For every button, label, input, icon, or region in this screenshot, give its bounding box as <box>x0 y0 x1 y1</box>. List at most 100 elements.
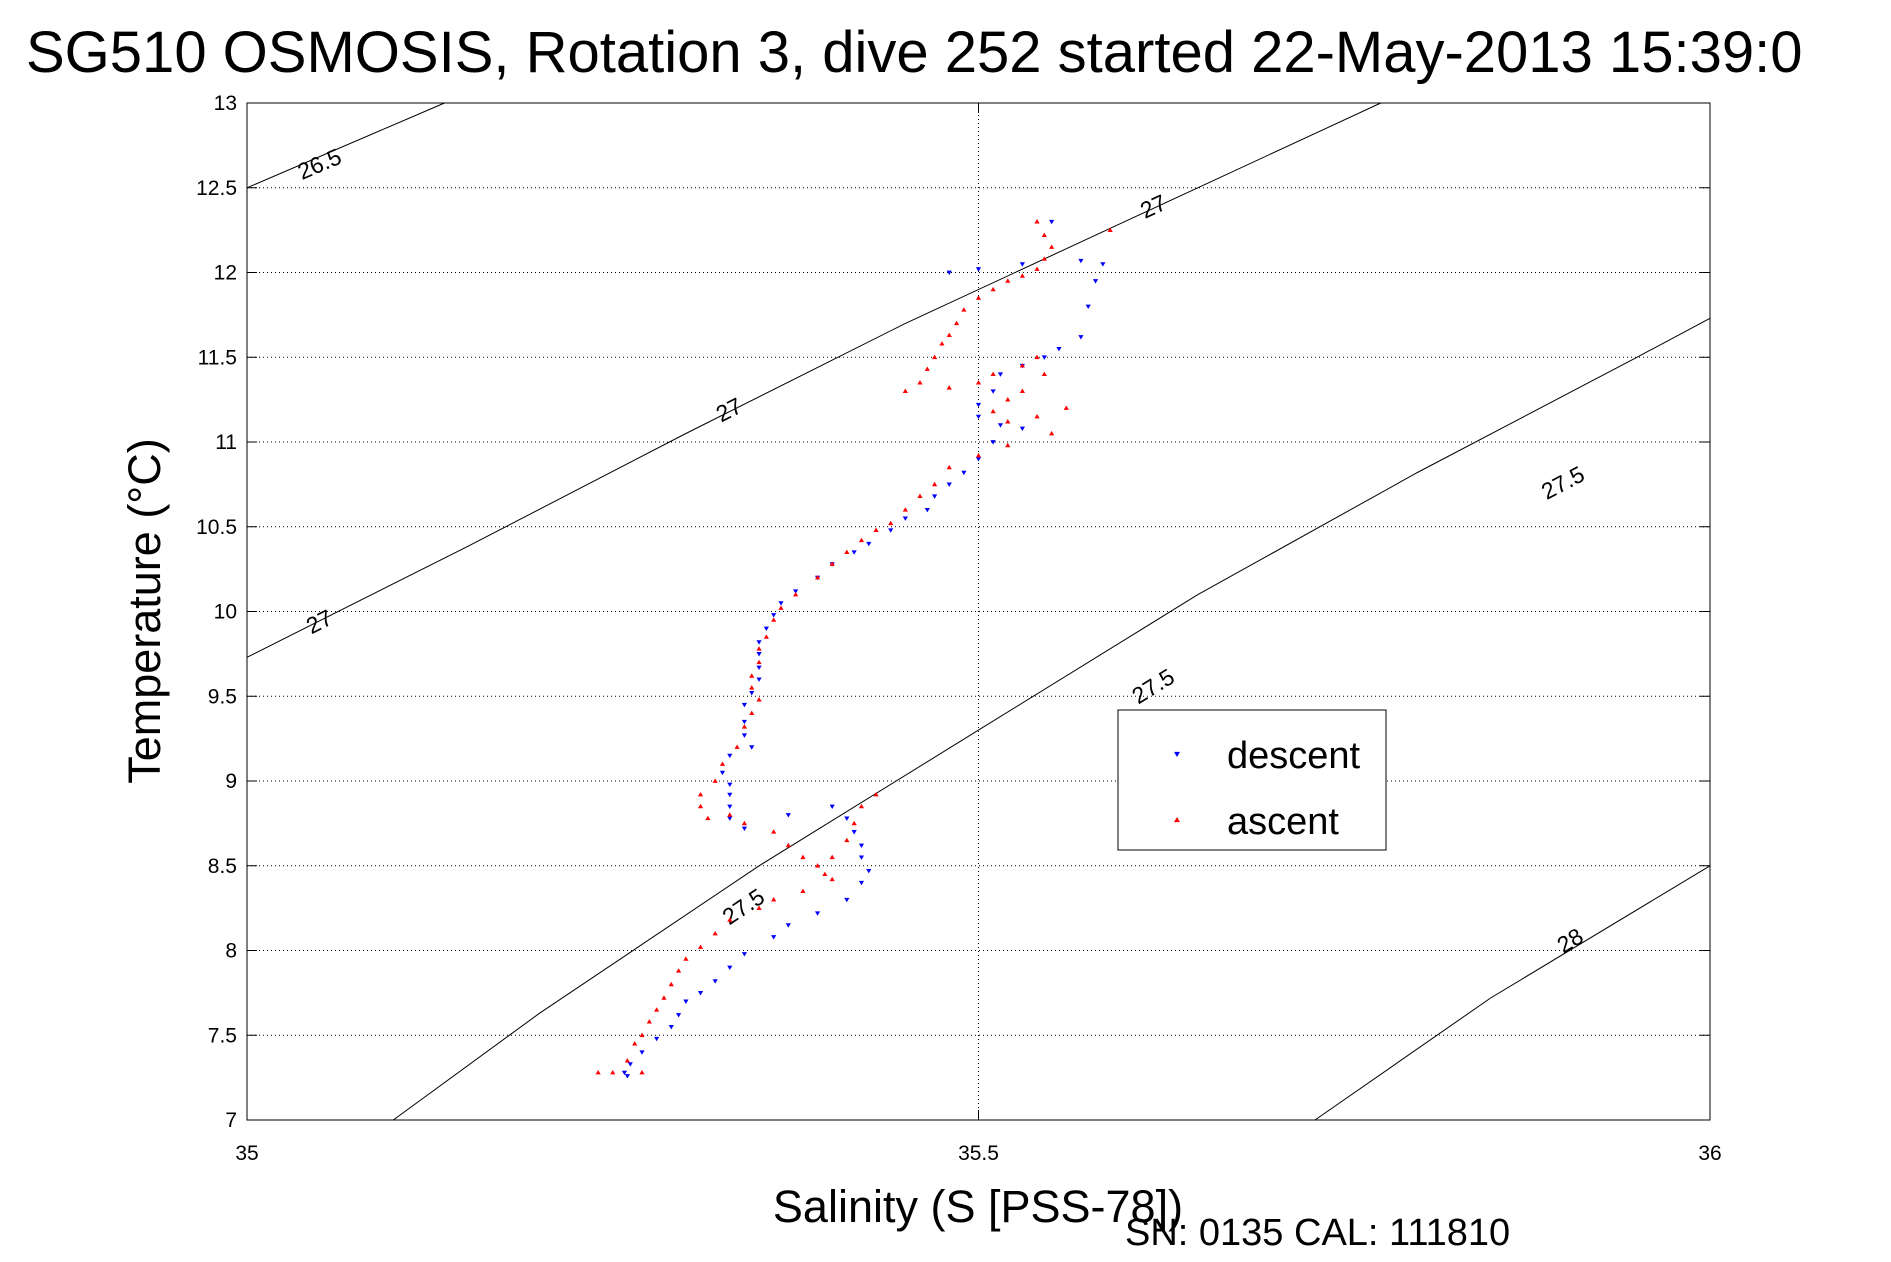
ascent-point <box>749 710 755 716</box>
descent-point <box>990 389 996 394</box>
descent-point <box>961 470 967 476</box>
ascent-point <box>675 968 682 973</box>
descent-series <box>621 219 1106 1079</box>
descent-point <box>858 855 865 860</box>
ascent-point <box>632 1041 638 1046</box>
descent-point <box>1078 335 1084 340</box>
ascent-point <box>814 863 821 868</box>
ascent-point <box>734 744 740 749</box>
descent-point <box>858 843 865 849</box>
ascent-series <box>595 219 1113 1075</box>
y-tick-label: 10.5 <box>196 516 237 539</box>
descent-point <box>763 626 769 632</box>
ascent-point <box>697 803 704 809</box>
grid-lines <box>247 103 1710 1120</box>
ascent-point <box>1005 419 1011 424</box>
ascent-point <box>1034 219 1040 224</box>
ascent-point <box>771 829 777 834</box>
ascent-point <box>1049 244 1055 249</box>
descent-point <box>924 507 930 513</box>
ascent-point <box>829 876 835 882</box>
ascent-point <box>990 408 996 414</box>
ascent-point <box>1005 397 1011 402</box>
x-tick-label: 35 <box>235 1142 258 1165</box>
ascent-point <box>917 493 923 499</box>
descent-point <box>1049 219 1055 225</box>
y-axis-label: Temperature (°C) <box>119 438 170 784</box>
descent-point <box>785 813 791 818</box>
ascent-point <box>873 791 879 797</box>
ascent-point <box>800 854 806 860</box>
descent-point <box>866 541 872 547</box>
descent-point <box>683 999 689 1004</box>
ascent-point <box>741 820 748 826</box>
ascent-point <box>793 591 799 597</box>
y-tick-label: 10 <box>214 601 237 624</box>
ascent-point <box>1034 266 1040 271</box>
descent-point <box>829 804 835 810</box>
ascent-point <box>1041 232 1047 238</box>
ascent-point <box>1107 227 1113 232</box>
y-tick-label: 7 <box>225 1109 237 1132</box>
descent-point <box>749 691 755 696</box>
ascent-point <box>741 724 748 729</box>
ascent-point <box>771 897 777 902</box>
ascent-point <box>1005 278 1011 283</box>
ascent-point <box>712 778 718 783</box>
ascent-point <box>756 697 762 702</box>
ascent-point <box>1063 405 1069 410</box>
descent-point <box>1092 279 1099 284</box>
ascent-point <box>697 944 704 949</box>
ascent-point <box>990 286 996 292</box>
descent-point <box>932 494 938 499</box>
ascent-point <box>932 354 938 360</box>
descent-point <box>844 897 850 903</box>
ascent-point <box>946 385 952 390</box>
descent-point <box>1019 262 1025 267</box>
chart-title: SG510 OSMOSIS, Rotation 3, dive 252 star… <box>26 20 1802 85</box>
y-tick-label: 7.5 <box>208 1024 237 1047</box>
ascent-point <box>1019 273 1025 278</box>
descent-point <box>946 270 952 276</box>
y-tick-label: 11 <box>215 431 237 454</box>
y-tick-label: 11.5 <box>198 346 237 369</box>
descent-point <box>1056 346 1062 352</box>
descent-point <box>741 952 748 957</box>
ascent-point <box>1005 442 1011 448</box>
ascent-point <box>1041 371 1047 377</box>
ascent-point <box>1019 363 1025 368</box>
descent-point <box>997 423 1004 428</box>
contour-line-28 <box>1314 865 1711 1121</box>
descent-point <box>668 1024 674 1030</box>
descent-point <box>771 613 777 618</box>
descent-point <box>756 677 762 682</box>
x-tick-label: 36 <box>1698 1142 1721 1165</box>
ascent-point <box>654 1007 660 1012</box>
ascent-point <box>858 537 865 543</box>
descent-point <box>654 1036 660 1042</box>
ascent-point <box>946 332 952 338</box>
ascent-point <box>756 646 762 651</box>
legend-descent-label: descent <box>1227 735 1361 777</box>
y-tick-label: 12 <box>214 262 237 285</box>
descent-point <box>749 745 755 750</box>
descent-point <box>727 792 733 798</box>
legend-descent-marker <box>1174 751 1180 757</box>
ascent-point <box>697 791 704 797</box>
y-tick-label: 12.5 <box>196 177 237 200</box>
y-tick-label: 9.5 <box>208 685 237 708</box>
descent-point <box>719 770 726 776</box>
ascent-point <box>990 371 996 377</box>
contour-line-26-5 <box>246 102 445 189</box>
descent-point <box>741 733 748 738</box>
ascent-point <box>888 520 894 526</box>
descent-point <box>727 782 733 787</box>
descent-point <box>741 702 748 708</box>
descent-point <box>624 1074 630 1079</box>
descent-point <box>756 652 762 657</box>
ascent-point <box>595 1069 601 1075</box>
ascent-point <box>756 905 762 910</box>
ascent-point <box>844 549 850 554</box>
ascent-point <box>873 527 879 532</box>
descent-point <box>975 402 982 408</box>
